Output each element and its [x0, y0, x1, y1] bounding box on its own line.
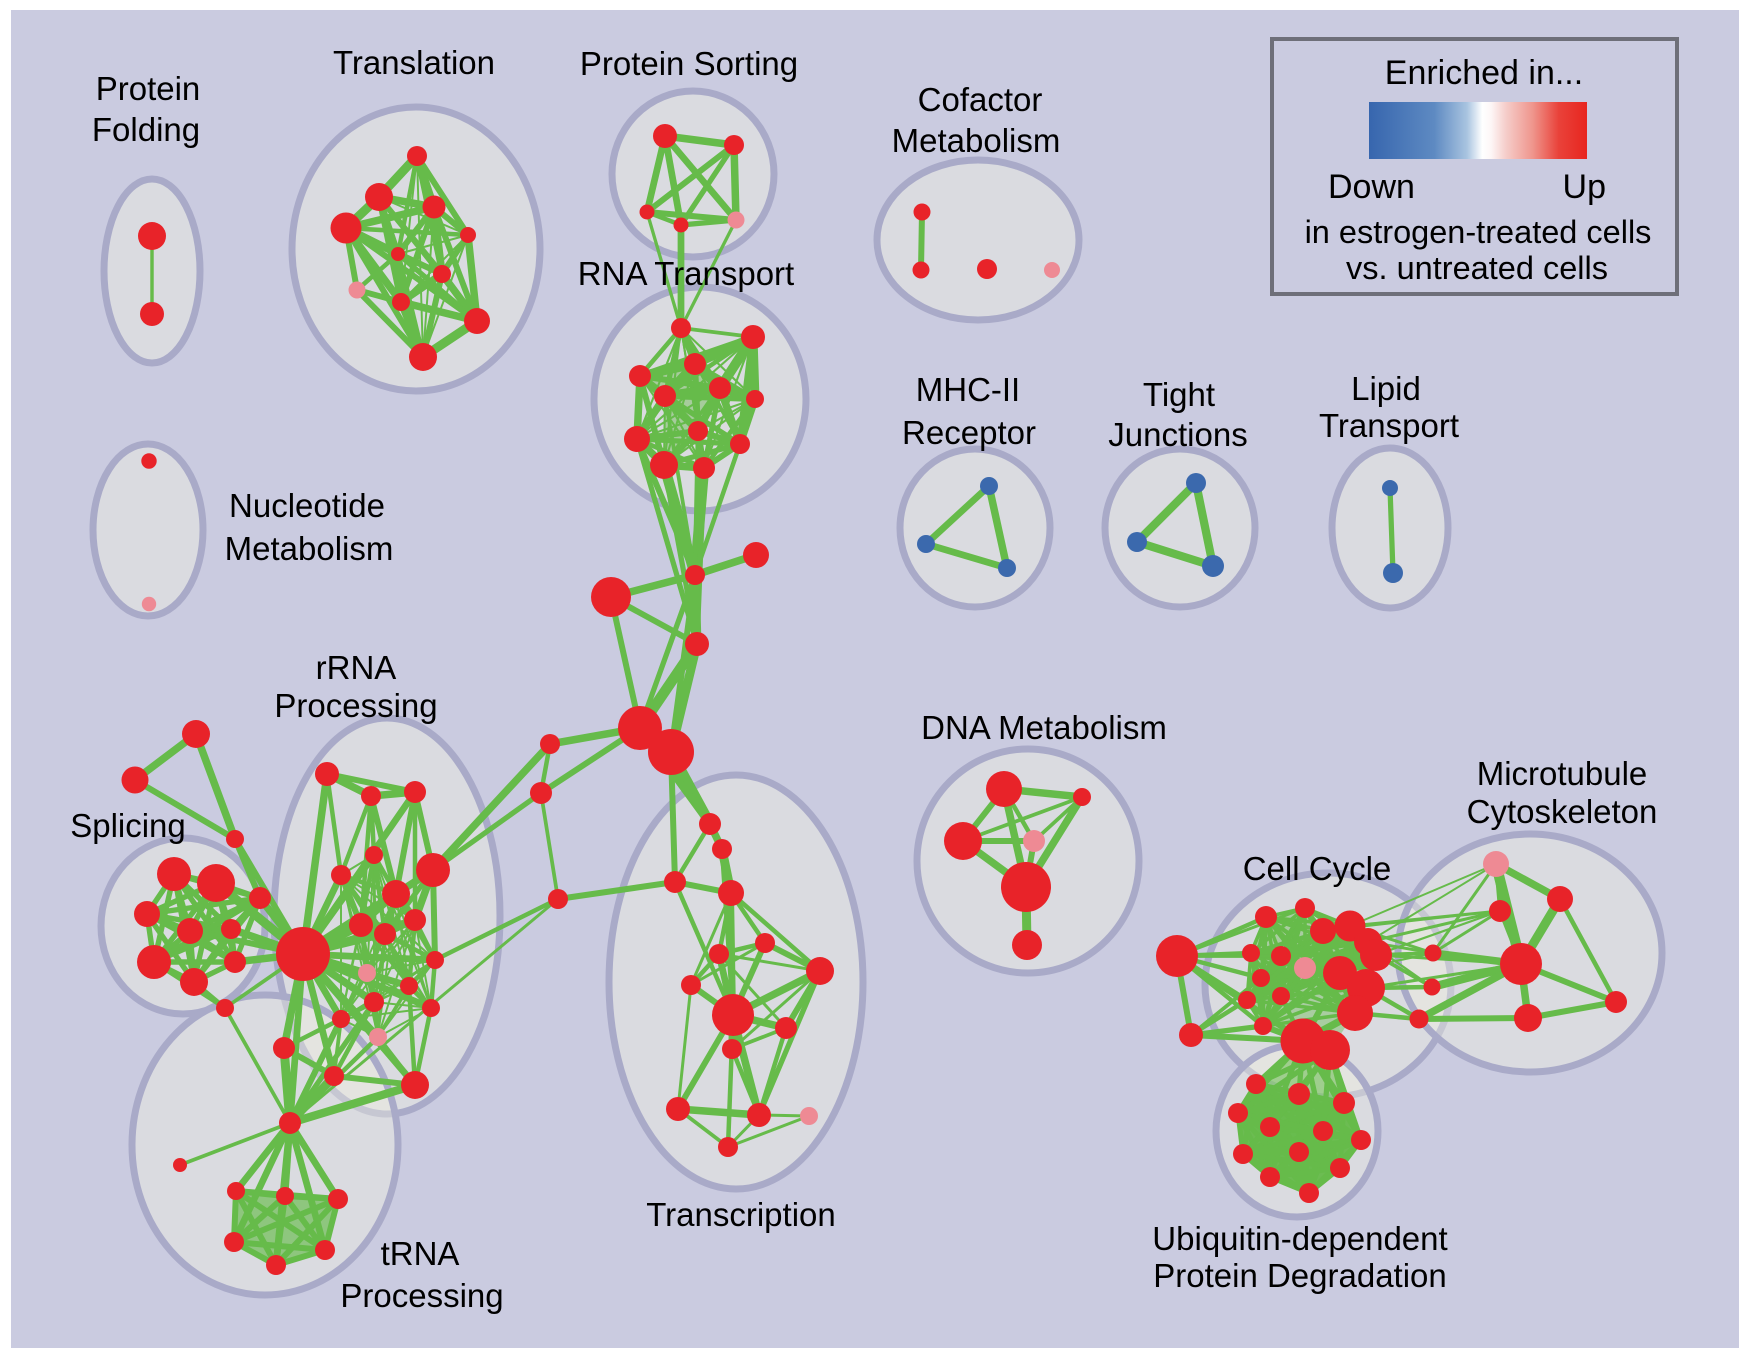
svg-text:Cytoskeleton: Cytoskeleton — [1467, 793, 1658, 830]
svg-text:Processing: Processing — [274, 687, 437, 724]
svg-text:Microtubule: Microtubule — [1477, 755, 1648, 792]
svg-text:Splicing: Splicing — [70, 807, 186, 844]
svg-text:Folding: Folding — [92, 111, 200, 148]
svg-text:Junctions: Junctions — [1108, 416, 1247, 453]
svg-text:Transcription: Transcription — [646, 1196, 836, 1233]
svg-text:Enriched in...: Enriched in... — [1385, 54, 1583, 92]
svg-text:Transport: Transport — [1319, 407, 1459, 444]
svg-text:Tight: Tight — [1143, 376, 1215, 413]
svg-text:Protein: Protein — [96, 70, 201, 107]
svg-text:Metabolism: Metabolism — [225, 530, 394, 567]
svg-text:Processing: Processing — [340, 1277, 503, 1314]
svg-text:vs. untreated cells: vs. untreated cells — [1346, 250, 1608, 286]
svg-text:Cofactor: Cofactor — [918, 81, 1043, 118]
svg-text:Protein Sorting: Protein Sorting — [580, 45, 798, 82]
svg-text:Up: Up — [1563, 168, 1606, 206]
svg-text:Receptor: Receptor — [902, 414, 1036, 451]
svg-text:MHC-II: MHC-II — [916, 371, 1020, 408]
svg-text:in estrogen-treated cells: in estrogen-treated cells — [1305, 214, 1652, 250]
svg-text:RNA Transport: RNA Transport — [578, 255, 794, 292]
svg-text:Ubiquitin-dependent: Ubiquitin-dependent — [1152, 1220, 1447, 1257]
svg-text:Down: Down — [1328, 168, 1415, 206]
svg-text:Metabolism: Metabolism — [892, 122, 1061, 159]
svg-text:Protein Degradation: Protein Degradation — [1153, 1257, 1447, 1294]
svg-text:Lipid: Lipid — [1351, 370, 1421, 407]
svg-text:Cell Cycle: Cell Cycle — [1243, 850, 1392, 887]
svg-text:DNA Metabolism: DNA Metabolism — [921, 709, 1167, 746]
svg-text:Translation: Translation — [333, 44, 495, 81]
svg-text:tRNA: tRNA — [381, 1235, 460, 1272]
svg-text:rRNA: rRNA — [316, 649, 397, 686]
svg-text:Nucleotide: Nucleotide — [229, 487, 385, 524]
